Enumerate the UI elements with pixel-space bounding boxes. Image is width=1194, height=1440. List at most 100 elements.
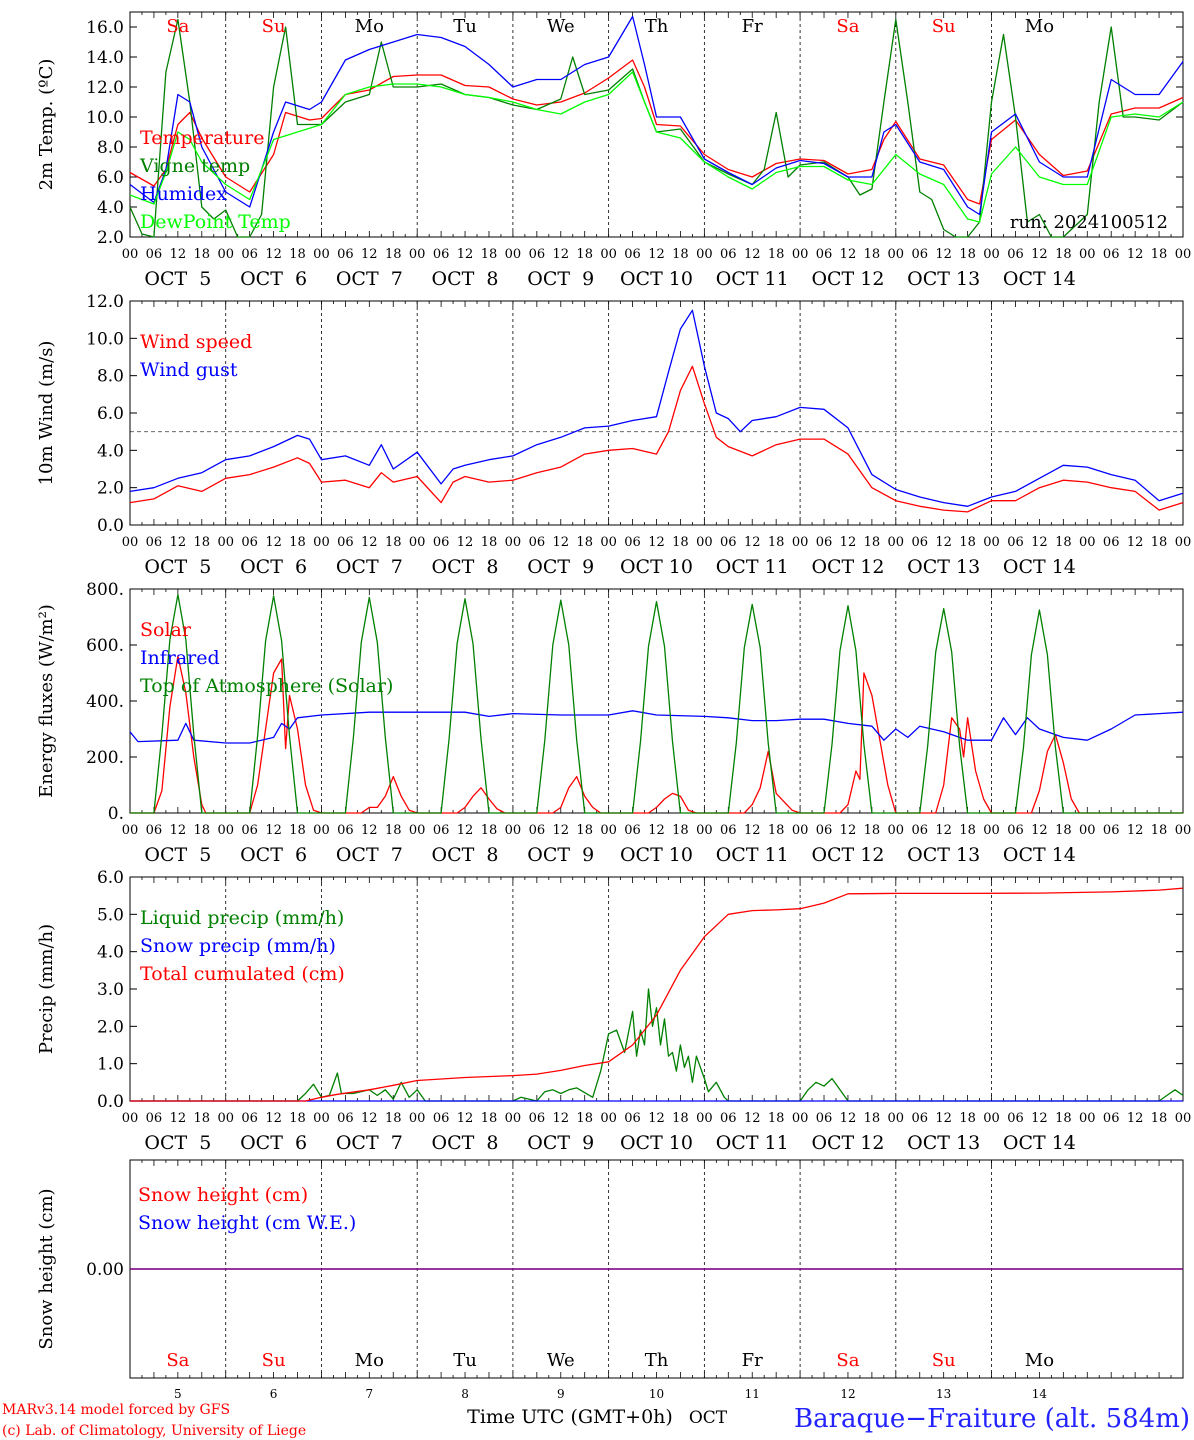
hour-tick-label: 18 [481, 1111, 498, 1126]
hour-tick-label: 00 [217, 535, 234, 550]
hour-tick-label: 00 [313, 247, 330, 262]
hour-tick-label: 06 [1103, 535, 1120, 550]
hour-tick-label: 18 [576, 535, 593, 550]
credit-model: MARv3.14 model forced by GFS [2, 1402, 230, 1418]
date-label: OCT 7 [336, 1132, 403, 1154]
y-tick-label: 8.0 [97, 367, 124, 387]
hour-tick-label: 06 [911, 535, 928, 550]
date-label: OCT 7 [336, 268, 403, 290]
weekday-label: Fr [742, 16, 763, 37]
hour-tick-label: 18 [768, 247, 785, 262]
hour-tick-label: 00 [696, 1111, 713, 1126]
hour-tick-label: 18 [1055, 247, 1072, 262]
hour-tick-label: 00 [792, 823, 809, 838]
series-line-infrared [129, 710, 1184, 744]
date-label: OCT 8 [432, 844, 499, 866]
hour-tick-label: 00 [1175, 535, 1192, 550]
credit-lab: (c) Lab. of Climatology, University of L… [2, 1423, 306, 1439]
hour-tick-label: 12 [840, 823, 857, 838]
date-label: OCT 11 [716, 556, 789, 578]
day-number-label: 12 [840, 1387, 855, 1401]
hour-tick-label: 18 [768, 823, 785, 838]
hour-tick-label: 12 [840, 247, 857, 262]
date-label: OCT 12 [811, 268, 884, 290]
hour-tick-label: 18 [672, 1111, 689, 1126]
y-tick-label: 0.00 [86, 1260, 124, 1280]
hour-tick-label: 18 [289, 535, 306, 550]
hour-tick-label: 00 [1079, 1111, 1096, 1126]
hour-tick-label: 06 [433, 247, 450, 262]
y-tick-label: 16.0 [86, 18, 124, 38]
hour-tick-label: 12 [648, 535, 665, 550]
hour-tick-label: 06 [720, 247, 737, 262]
y-tick-label: 8.0 [97, 138, 124, 158]
y-axis-label: 2m Temp. (ºC) [36, 59, 57, 191]
hour-tick-label: 06 [1103, 247, 1120, 262]
y-tick-label: 4.0 [97, 198, 124, 218]
weekday-label: Mo [1025, 16, 1054, 37]
y-tick-label: 5.0 [97, 905, 124, 925]
hour-tick-label: 06 [720, 1111, 737, 1126]
hour-tick-label: 00 [313, 1111, 330, 1126]
weekday-label: Tu [453, 16, 477, 37]
date-label: OCT 6 [240, 844, 307, 866]
y-tick-label: 4.0 [97, 943, 124, 963]
hour-tick-label: 12 [552, 535, 569, 550]
hour-tick-label: 06 [720, 535, 737, 550]
y-tick-label: 0.0 [97, 1092, 124, 1112]
y-axis-label: 10m Wind (m/s) [36, 341, 57, 486]
hour-tick-label: 18 [1055, 1111, 1072, 1126]
hour-tick-label: 00 [313, 823, 330, 838]
weekday-label: Mo [355, 16, 384, 37]
hour-tick-label: 18 [1151, 823, 1168, 838]
y-tick-label: 6.0 [97, 168, 124, 188]
hour-tick-label: 12 [1031, 823, 1048, 838]
y-tick-label: 800. [86, 580, 124, 600]
legend-entry: Solar [140, 619, 192, 641]
hour-tick-label: 18 [385, 1111, 402, 1126]
hour-tick-label: 18 [289, 823, 306, 838]
hour-tick-label: 18 [959, 823, 976, 838]
hour-tick-label: 06 [337, 823, 354, 838]
hour-tick-label: 18 [1151, 535, 1168, 550]
day-number-label: 11 [745, 1387, 760, 1401]
hour-tick-label: 18 [481, 247, 498, 262]
panel-snow: 0.00 Snow height (cm) Snow height (cm) Snow… [36, 1159, 1184, 1379]
hour-tick-label: 06 [529, 1111, 546, 1126]
hour-tick-label: 12 [457, 247, 474, 262]
date-label: OCT 13 [907, 844, 980, 866]
hour-tick-label: 18 [864, 1111, 881, 1126]
hour-tick-label: 12 [457, 823, 474, 838]
site-title: Baraque−Fraiture (alt. 584m) [794, 1404, 1190, 1434]
legend-entry: Vigne temp [139, 155, 250, 177]
hour-tick-label: 06 [433, 535, 450, 550]
hour-tick-label: 12 [840, 1111, 857, 1126]
hour-tick-label: 06 [1007, 247, 1024, 262]
legend-entry: Snow height (cm) [138, 1184, 308, 1206]
hour-tick-label: 18 [672, 823, 689, 838]
y-tick-label: 600. [86, 636, 124, 656]
y-tick-label: 400. [86, 692, 124, 712]
hour-tick-label: 00 [888, 535, 905, 550]
day-number-label: 14 [1032, 1387, 1048, 1401]
hour-tick-label: 18 [1055, 535, 1072, 550]
hour-tick-label: 18 [481, 535, 498, 550]
hour-tick-label: 06 [624, 1111, 641, 1126]
hour-tick-label: 18 [385, 535, 402, 550]
hour-tick-label: 18 [959, 1111, 976, 1126]
legend-entry: Humidex [140, 183, 227, 205]
hour-tick-label: 06 [1103, 1111, 1120, 1126]
weekday-label: Su [932, 16, 956, 37]
hour-tick-label: 00 [696, 823, 713, 838]
y-tick-label: 1.0 [97, 1055, 124, 1075]
weekday-label: Mo [355, 1350, 384, 1371]
date-label: OCT 9 [527, 268, 594, 290]
weekday-label: Sa [166, 1350, 189, 1371]
hour-tick-label: 00 [409, 823, 426, 838]
hour-tick-label: 12 [361, 823, 378, 838]
hour-tick-label: 12 [1031, 247, 1048, 262]
hour-tick-label: 12 [935, 823, 952, 838]
weekday-label: Sa [166, 16, 189, 37]
hour-tick-label: 18 [768, 535, 785, 550]
